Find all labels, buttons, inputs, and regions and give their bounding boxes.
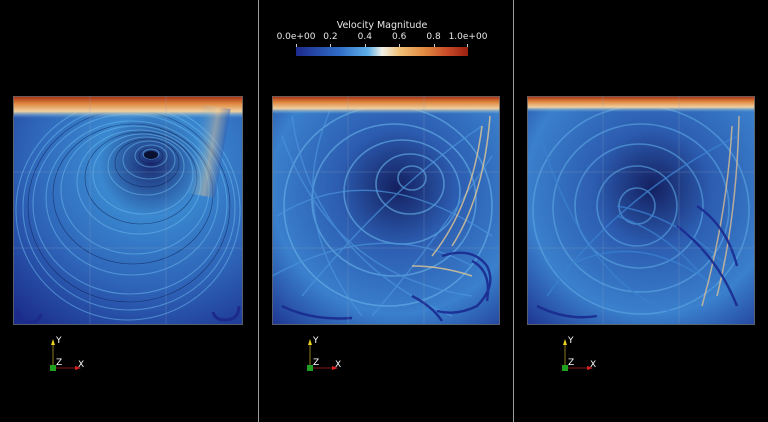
tick-label: 0.0e+00 [276,32,316,42]
viewport-divider-2[interactable] [513,0,514,422]
axis-label-x: X [335,360,342,370]
axis-label-x: X [78,360,85,370]
orientation-axes-1: Y Z X [44,336,104,376]
color-legend-title: Velocity Magnitude [336,20,428,31]
tick-mark [433,44,435,48]
tick-label: 0.2 [323,32,338,42]
axis-label-z: Z [568,358,575,368]
axis-label-y: Y [313,336,319,346]
tick-mark [296,44,297,48]
streamtube-view-2[interactable] [272,96,500,325]
tick-mark [364,44,366,48]
axis-label-y: Y [568,336,574,346]
tick-mark [330,44,332,48]
tick-label: 0.4 [357,32,372,42]
tick-mark [399,44,401,48]
streamline-view-1[interactable] [13,96,243,325]
tick-label: 0.6 [392,32,407,42]
tick-mark [467,44,468,48]
axis-label-z: Z [313,358,320,368]
tick-label: 1.0e+00 [448,32,488,42]
axis-label-y: Y [56,336,62,346]
orientation-axes-3: Y Z X [556,336,616,376]
color-gradient-bar [296,47,468,56]
streamtube-view-3[interactable] [527,96,755,325]
color-legend-ticks: 0.0e+00 0.2 0.4 0.6 0.8 1.0e+00 [276,32,488,44]
axis-label-x: X [590,360,597,370]
orientation-axes-2: Y Z X [301,336,361,376]
axis-label-z: Z [56,358,63,368]
viewport-divider-1[interactable] [258,0,259,422]
tick-label: 0.8 [426,32,441,42]
